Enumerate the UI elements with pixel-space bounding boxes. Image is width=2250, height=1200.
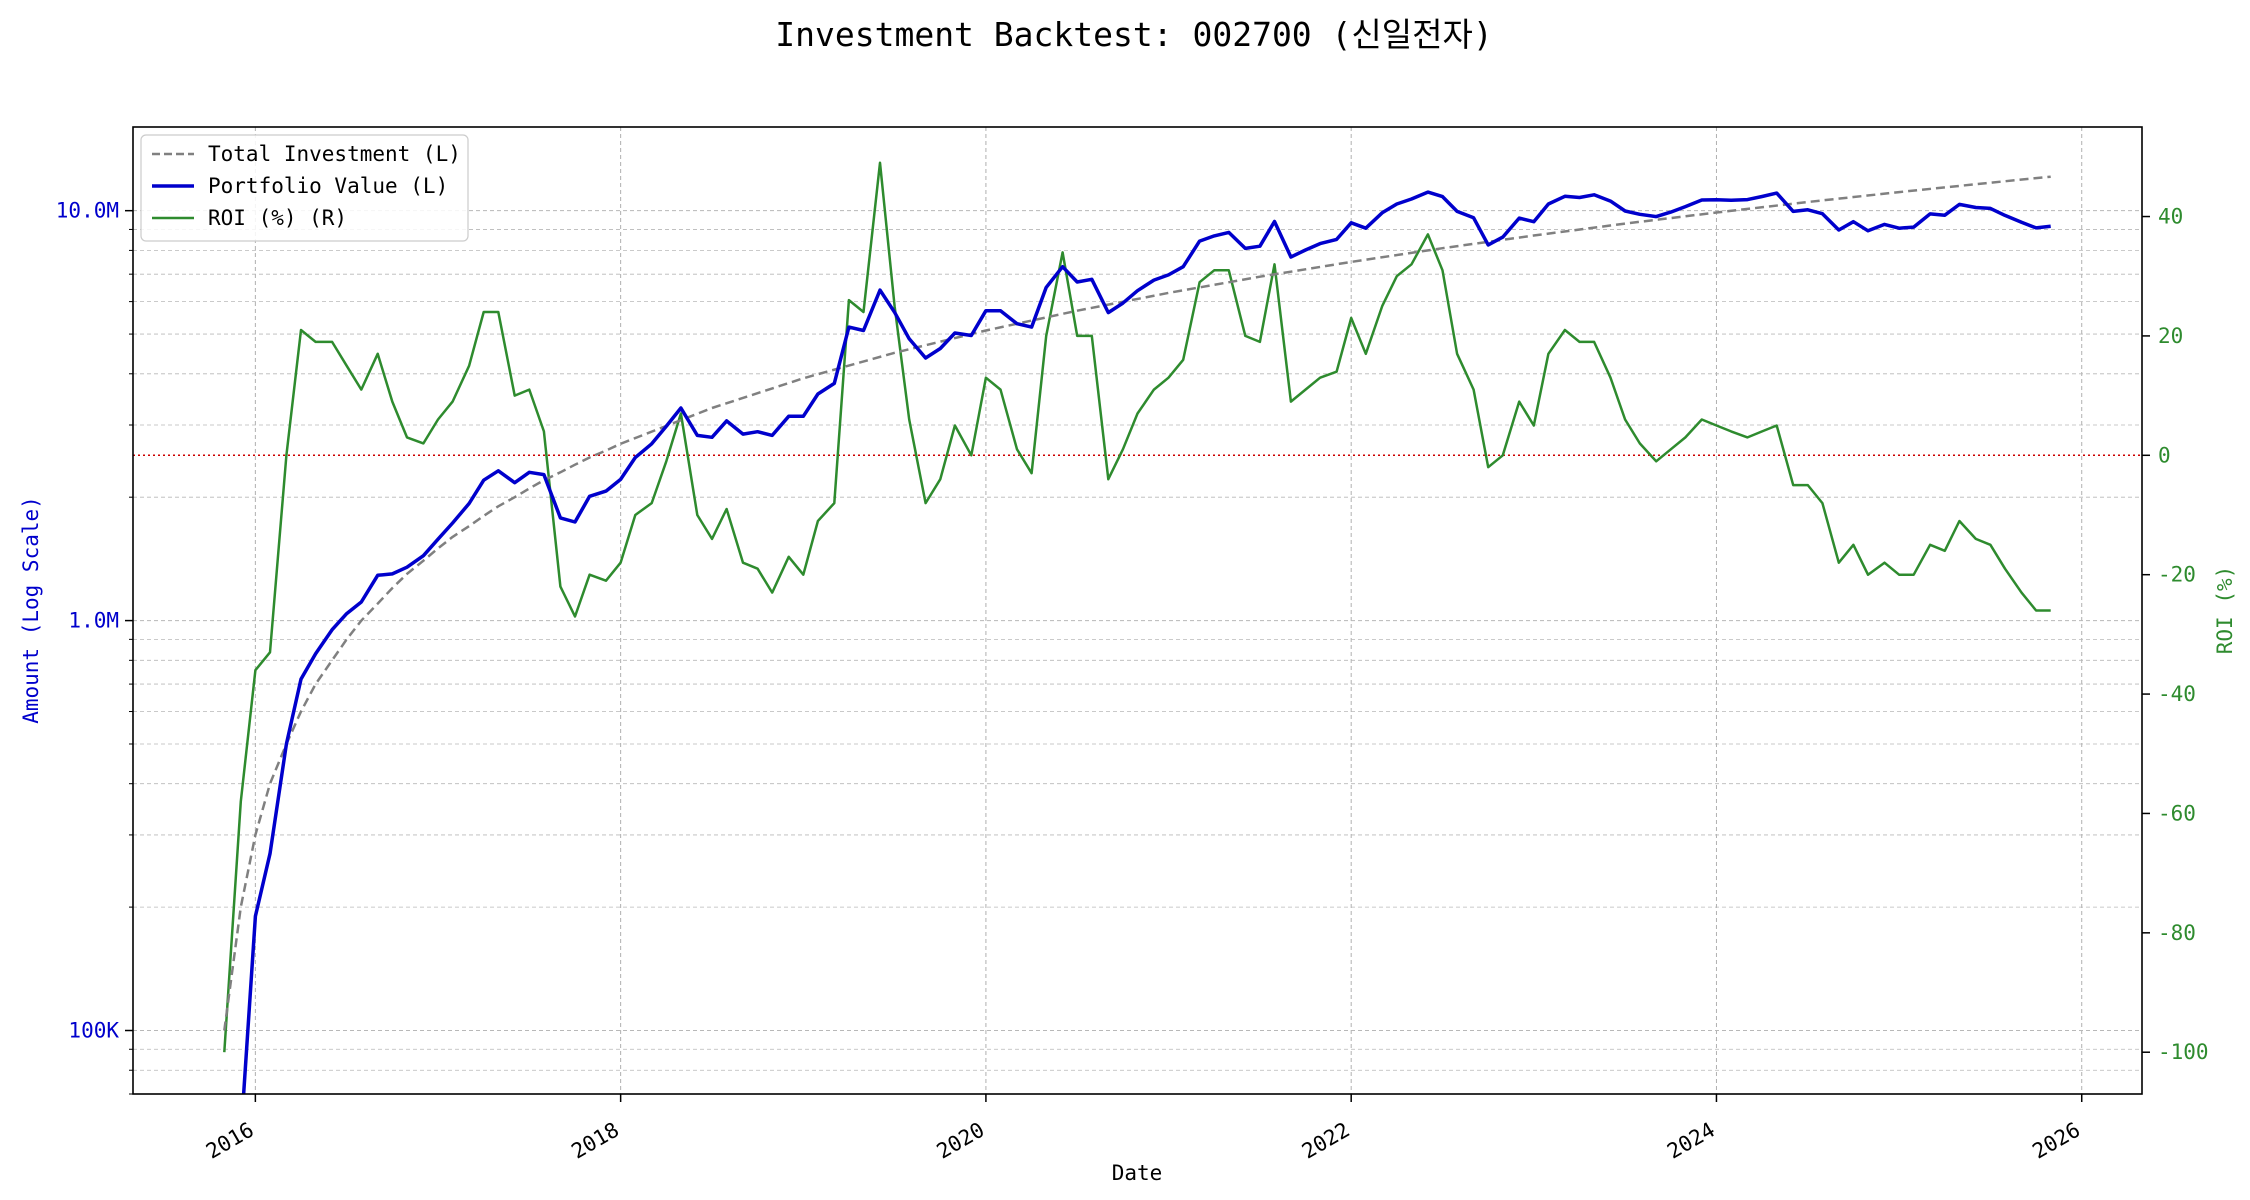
left-axis: 100K 1.0M 10.0M: [56, 199, 133, 1095]
legend-label-portfolio-value: Portfolio Value (L): [208, 174, 448, 198]
legend-label-roi: ROI (%) (R): [208, 206, 347, 230]
total-investment-line: [223, 175, 2051, 1031]
x-axis-label: Date: [1112, 1161, 1163, 1185]
right-axis-label: ROI (%): [2213, 566, 2237, 655]
right-tick-label: -100: [2158, 1040, 2209, 1064]
left-tick-label: 100K: [68, 1019, 119, 1043]
right-axis: 40 20 0 -20 -40 -60 -80 -100: [2142, 205, 2209, 1064]
legend: Total Investment (L) Portfolio Value (L)…: [140, 134, 469, 242]
right-tick-label: -60: [2158, 801, 2196, 825]
left-axis-label: Amount (Log Scale): [19, 496, 43, 724]
legend-box: [140, 134, 469, 242]
chart-title: Investment Backtest: 002700 (신일전자): [775, 15, 1492, 54]
left-tick-label: 10.0M: [56, 199, 119, 223]
plot-frame: [132, 126, 2143, 1095]
left-tick-label: 1.0M: [68, 609, 119, 633]
right-tick-label: -80: [2158, 921, 2196, 945]
series-layer: [223, 161, 2051, 1094]
right-tick-label: -40: [2158, 682, 2196, 706]
right-tick-label: 0: [2158, 443, 2171, 467]
grid: [133, 127, 2142, 1095]
roi-line: [223, 161, 2051, 1053]
right-tick-label: 40: [2158, 205, 2183, 229]
legend-label-total-investment: Total Investment (L): [208, 142, 461, 166]
right-tick-label: -20: [2158, 563, 2196, 587]
portfolio-value-line: [241, 190, 2051, 1094]
right-tick-label: 20: [2158, 324, 2183, 348]
